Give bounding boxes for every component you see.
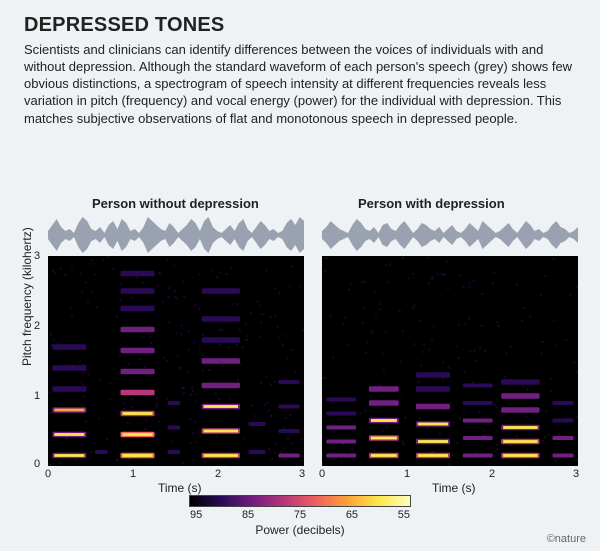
y-tick-3: 3 [34,250,40,262]
legend-label: Power (decibels) [150,523,450,537]
xa-1: 1 [130,468,136,480]
xb-2: 2 [489,468,495,480]
y-axis-label: Pitch frequency (kilohertz) [20,227,34,366]
xb-0: 0 [319,468,325,480]
xb-1: 1 [404,468,410,480]
legend-tick-3: 65 [346,509,358,521]
panel-b [322,214,578,466]
panel-title-b: Person with depression [358,196,505,211]
waveform-b [322,214,578,256]
legend-tick-0: 95 [190,509,202,521]
y-tick-2: 2 [34,320,40,332]
panel-title-a: Person without depression [92,196,259,211]
x-axis-label-a: Time (s) [158,481,202,495]
chart-intro: Scientists and clinicians can identify d… [0,41,600,133]
legend-tick-1: 85 [242,509,254,521]
xa-3: 3 [299,468,305,480]
xa-0: 0 [45,468,51,480]
xa-2: 2 [215,468,221,480]
spectrogram-a [48,256,304,466]
credit: ©nature [547,533,586,545]
legend-gradient [189,495,411,507]
y-tick-0: 0 [34,458,40,470]
charts-area: Person without depression Person with de… [48,196,588,486]
y-tick-1: 1 [34,390,40,402]
xb-3: 3 [573,468,579,480]
panel-a [48,214,304,466]
legend-tick-2: 75 [294,509,306,521]
waveform-a [48,214,304,256]
legend-tick-4: 55 [398,509,410,521]
x-axis-label-b: Time (s) [432,481,476,495]
spectrogram-b [322,256,578,466]
chart-title: DEPRESSED TONES [0,0,600,41]
color-legend: 95 85 75 65 55 Power (decibels) [150,495,450,537]
